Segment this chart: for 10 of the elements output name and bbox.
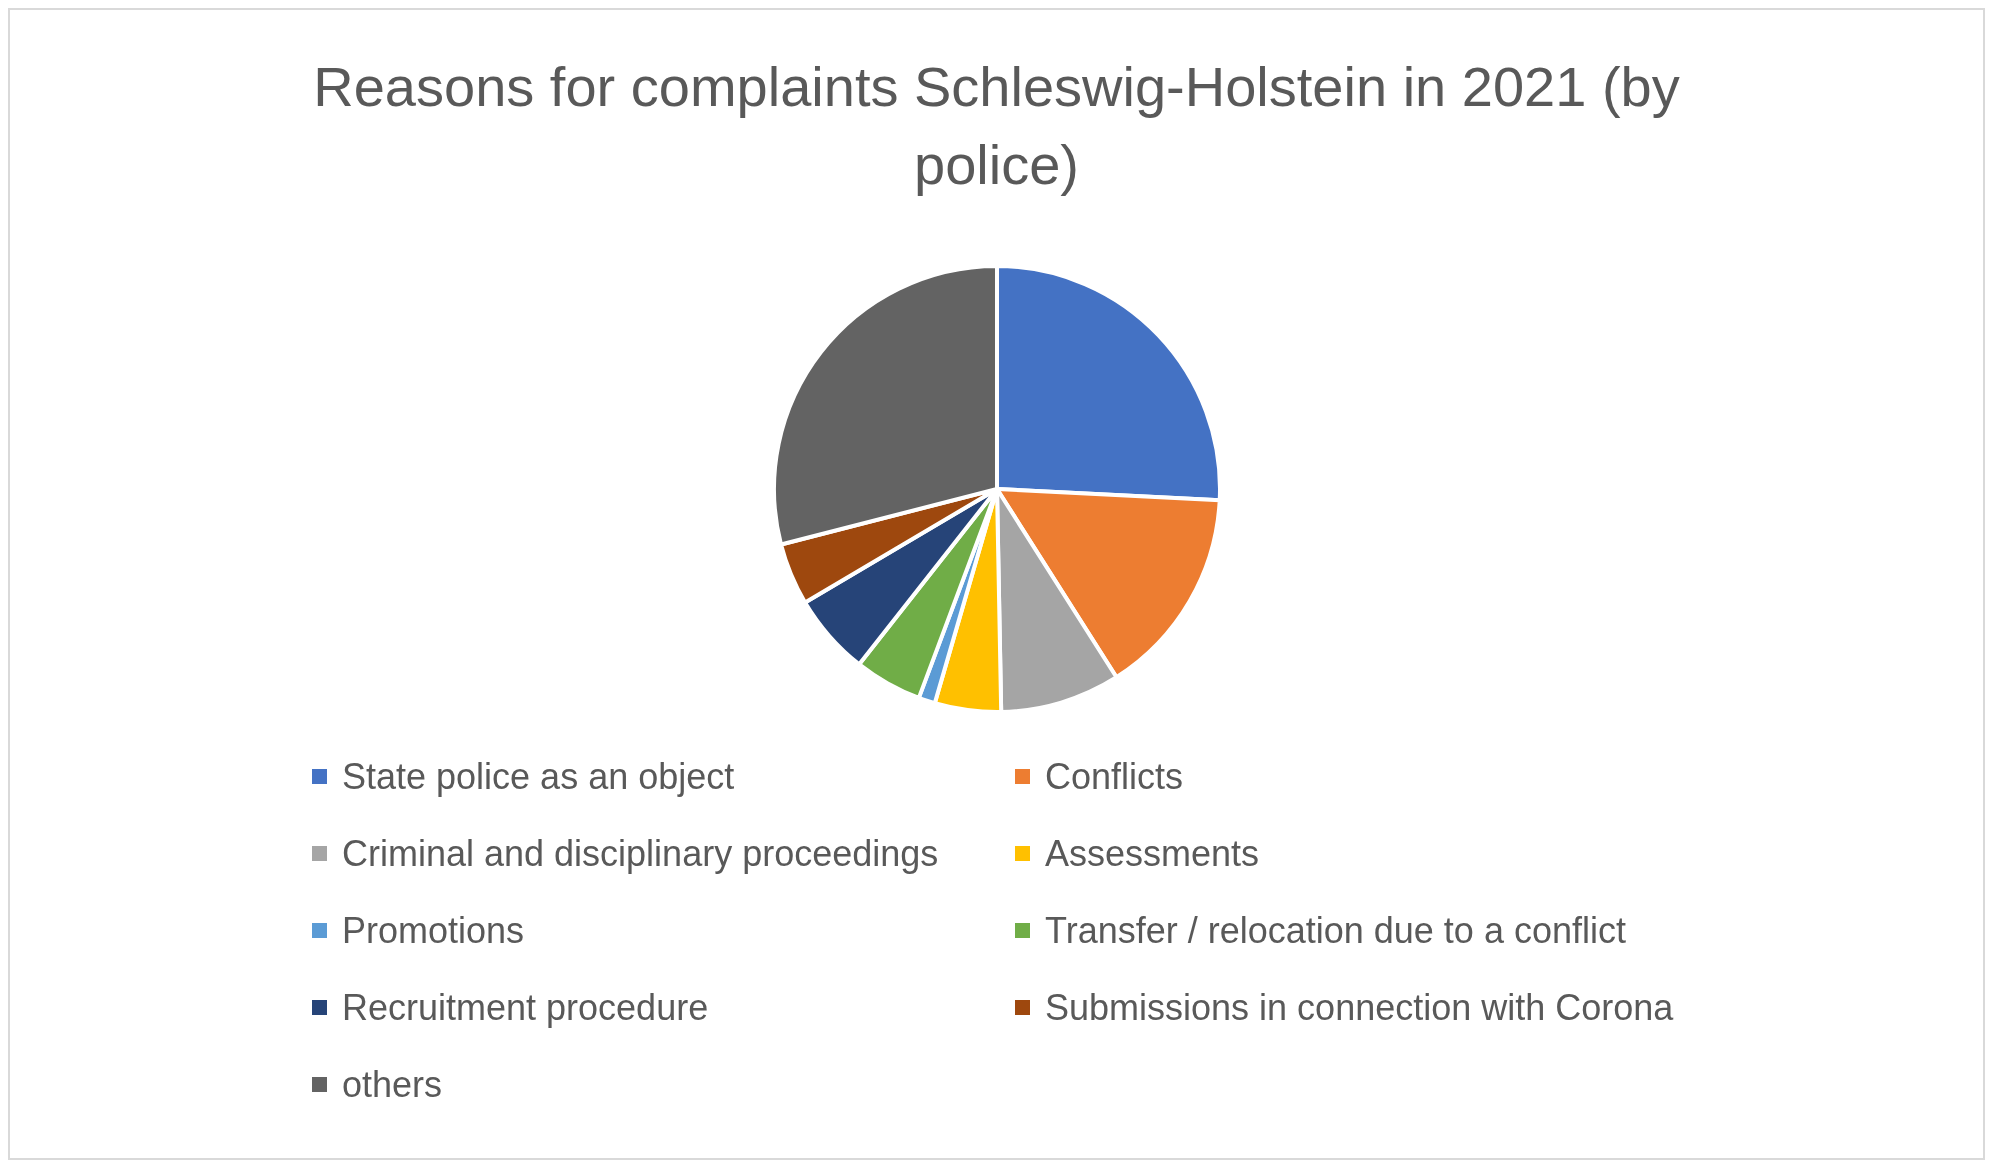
legend-label: Criminal and disciplinary proceedings bbox=[342, 832, 939, 875]
legend-label: Transfer / relocation due to a conflict bbox=[1045, 909, 1626, 952]
chart-title: Reasons for complaints Schleswig-Holstein in 2021 (by police) bbox=[312, 54, 1681, 198]
legend-label: State police as an object bbox=[342, 755, 735, 798]
legend-label: Recruitment procedure bbox=[342, 986, 709, 1029]
legend-label: Assessments bbox=[1045, 832, 1260, 875]
legend-label: Promotions bbox=[342, 909, 525, 952]
legend-label: Submissions in connection with Corona bbox=[1045, 986, 1674, 1029]
legend-label: Conflicts bbox=[1045, 755, 1184, 798]
legend-label: others bbox=[342, 1063, 443, 1106]
